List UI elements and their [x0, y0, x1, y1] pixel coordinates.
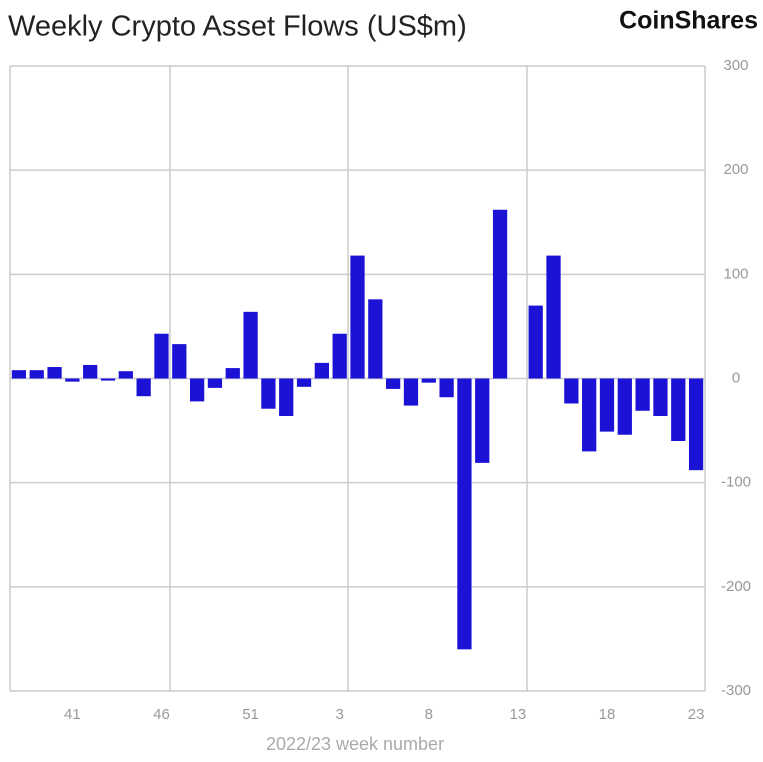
bar	[332, 333, 347, 379]
bar	[635, 378, 650, 411]
bar	[439, 378, 454, 398]
bar	[688, 378, 704, 471]
bar	[207, 378, 223, 388]
bar	[564, 378, 579, 404]
bar	[350, 255, 365, 379]
bar	[100, 378, 116, 381]
bar	[118, 371, 133, 379]
x-tick-label: 51	[242, 706, 259, 723]
bar	[83, 364, 98, 379]
bar	[617, 378, 632, 435]
y-tick-label: -100	[721, 474, 751, 491]
x-tick-label: 41	[64, 706, 81, 723]
bar	[653, 378, 668, 416]
x-tick-label: 23	[688, 706, 705, 723]
brand-logo: CoinShares	[619, 7, 758, 35]
bar	[582, 378, 597, 452]
bar	[599, 378, 615, 432]
bar	[671, 378, 686, 441]
bar	[189, 378, 205, 402]
bar	[296, 378, 312, 387]
bar	[492, 209, 508, 379]
bar	[314, 362, 329, 379]
chart-title: Weekly Crypto Asset Flows (US$m)	[8, 11, 467, 43]
bar	[368, 299, 383, 379]
y-tick-label: 100	[723, 265, 748, 282]
bar	[65, 378, 80, 382]
bar	[528, 305, 543, 379]
x-tick-label: 3	[336, 706, 344, 723]
x-tick-label: 8	[425, 706, 433, 723]
y-tick-label: 300	[723, 57, 748, 74]
y-tick-label: 200	[723, 161, 748, 178]
bar	[225, 368, 240, 379]
x-tick-label: 18	[599, 706, 616, 723]
y-tick-label: -200	[721, 578, 751, 595]
bar	[475, 378, 490, 463]
bar	[11, 370, 27, 379]
bar	[172, 344, 187, 379]
x-tick-label: 46	[153, 706, 170, 723]
bar	[154, 333, 169, 379]
bar	[457, 378, 472, 650]
bar	[279, 378, 294, 416]
bar	[421, 378, 436, 383]
bar	[386, 378, 401, 389]
bar	[243, 311, 258, 379]
x-tick-label: 13	[510, 706, 527, 723]
x-axis-label: 2022/23 week number	[266, 734, 444, 754]
y-tick-label: -300	[721, 682, 751, 699]
bar	[403, 378, 419, 406]
bar	[546, 255, 561, 379]
bar	[47, 367, 62, 379]
y-tick-label: 0	[732, 369, 740, 386]
bar	[29, 370, 44, 379]
bar	[136, 378, 151, 397]
bar	[261, 378, 276, 409]
